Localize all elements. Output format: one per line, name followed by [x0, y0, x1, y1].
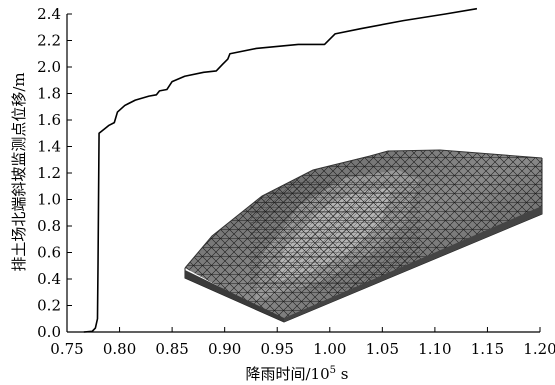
y-tick-label: 0.8 [37, 217, 61, 235]
y-tick-label: 0.0 [37, 323, 61, 341]
mesh-model-image [180, 145, 550, 332]
x-tick-label: 1.15 [471, 340, 504, 358]
y-tick-label: 0.2 [37, 297, 61, 315]
x-tick-label: 0.85 [155, 340, 188, 358]
x-tick-label: 1.05 [366, 340, 399, 358]
y-tick-label: 0.4 [37, 270, 61, 288]
y-tick-labels: 0.0 0.2 0.4 0.6 0.8 1.0 1.2 1.4 1.6 1.8 2.0 2.2 2.4 [37, 5, 61, 341]
y-tick-label: 1.0 [37, 191, 61, 209]
x-tick-labels: 0.75 0.80 0.85 0.90 0.95 1.00 1.05 1.10 1.15 1.20 [50, 340, 555, 358]
x-tick-label: 1.10 [418, 340, 451, 358]
y-tick-label: 2.2 [37, 32, 61, 50]
y-tick-label: 1.8 [37, 85, 61, 103]
y-tick-label: 0.6 [37, 244, 61, 262]
x-axis-title: 降雨时间/105 s [246, 365, 349, 383]
x-tick-label: 0.80 [103, 340, 136, 358]
y-tick-label: 2.0 [37, 58, 61, 76]
x-tick-label: 1.20 [523, 340, 555, 358]
y-tick-label: 1.4 [37, 138, 61, 156]
y-tick-label: 1.2 [37, 164, 61, 182]
x-tick-label: 0.75 [50, 340, 83, 358]
x-tick-label: 1.00 [313, 340, 346, 358]
y-tick-label: 1.6 [37, 111, 61, 129]
y-axis-title: 排土场北端斜坡监测点位移/m [10, 72, 28, 271]
x-tick-label: 0.95 [261, 340, 294, 358]
y-tick-label: 2.4 [37, 5, 61, 23]
x-tick-label: 0.90 [208, 340, 241, 358]
